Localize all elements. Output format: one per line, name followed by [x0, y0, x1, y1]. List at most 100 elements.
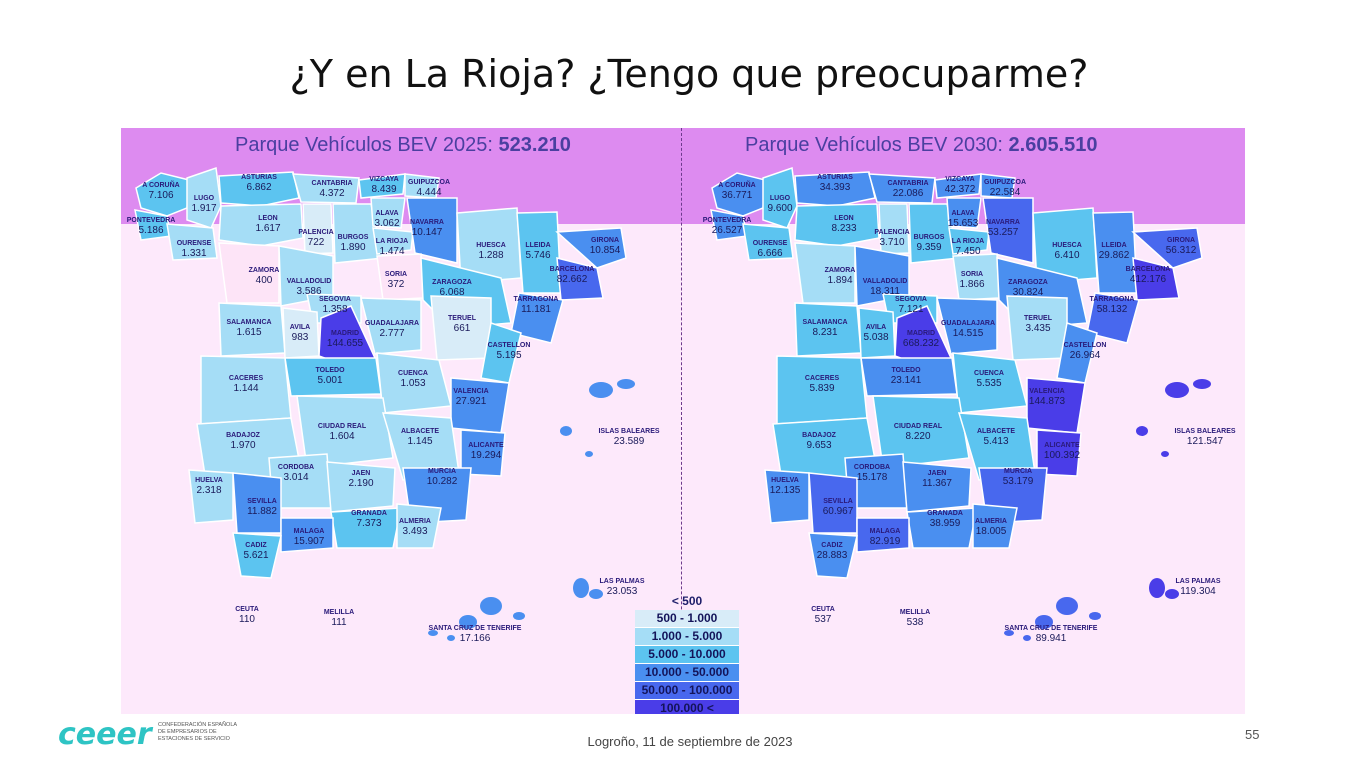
province-shape	[296, 395, 394, 469]
province-label: SANTA CRUZ DE TENERIFE 17.166	[429, 625, 522, 645]
province-value: 53.257	[987, 227, 1019, 239]
province-value: 22.584	[989, 187, 1021, 199]
province-value: 1.145	[407, 436, 433, 448]
logo-line: ESTACIONES DE SERVICIO	[158, 736, 230, 742]
province-value: 9.653	[806, 440, 832, 452]
province-label: CASTELLON 5.195	[488, 342, 531, 362]
province-shape	[166, 223, 218, 261]
province-name: GIRONA	[591, 237, 619, 244]
province-label: ALMERIA 18.005	[975, 518, 1007, 538]
island-shape	[573, 578, 589, 598]
province-value: 29.862	[1098, 250, 1130, 262]
province-name: PONTEVEDRA	[126, 217, 176, 224]
province-value: 1.604	[329, 431, 355, 443]
province-value: 5.839	[809, 383, 835, 395]
province-name: VIZCAYA	[369, 176, 399, 183]
map-title-2030: Parque Vehículos BEV 2030: 2.605.510	[745, 134, 1098, 156]
province-name: NAVARRA	[986, 219, 1020, 226]
province-shape	[326, 461, 396, 513]
province-name: ALICANTE	[1044, 442, 1080, 449]
province-name: LA RIOJA	[375, 238, 409, 245]
province-shape	[218, 203, 304, 247]
province-label: CANTABRIA 4.372	[311, 180, 352, 200]
province-label: GIRONA 56.312	[1166, 237, 1197, 257]
province-label: GIRONA 10.854	[590, 237, 621, 257]
province-name: VALENCIA	[1029, 388, 1065, 395]
province-label: ZARAGOZA 6.068	[432, 279, 472, 299]
province-value: 7.373	[356, 518, 382, 530]
province-name: LUGO	[193, 195, 215, 202]
province-value: 1.917	[191, 203, 217, 215]
island-shape	[585, 451, 593, 457]
province-name: ZARAGOZA	[432, 279, 472, 286]
province-name: BADAJOZ	[802, 432, 836, 439]
slide-title: ¿Y en La Rioja? ¿Tengo que preocuparme?	[289, 52, 1089, 96]
province-label: OURENSE 6.666	[753, 240, 788, 260]
province-value: 15.653	[947, 218, 979, 230]
province-name: SEGOVIA	[895, 296, 927, 303]
province-label: CACERES 5.839	[805, 375, 839, 395]
province-label: SEVILLA 60.967	[823, 498, 854, 518]
province-name: VIZCAYA	[945, 176, 975, 183]
province-value: 12.135	[769, 485, 801, 497]
province-label: A CORUÑA 7.106	[142, 182, 179, 202]
island-shape	[1035, 615, 1053, 629]
province-name: BURGOS	[913, 234, 945, 241]
province-shape	[946, 197, 982, 229]
province-value: 3.062	[374, 218, 400, 230]
province-label: AVILA 5.038	[863, 324, 888, 344]
province-label: ALBACETE 1.145	[401, 428, 439, 448]
province-label: LA RIOJA 1.474	[376, 238, 408, 258]
legend-item: 5.000 - 10.000	[635, 646, 739, 664]
province-name: CEUTA	[811, 606, 835, 613]
province-label: HUESCA 1.288	[476, 242, 506, 262]
province-shape	[291, 173, 360, 204]
island-shape	[447, 635, 455, 641]
province-value: 144.655	[326, 338, 364, 350]
province-name: SALAMANCA	[802, 319, 848, 326]
province-label: MALAGA 15.907	[294, 528, 325, 548]
province-name: SEVILLA	[247, 498, 277, 505]
province-value: 1.890	[340, 242, 366, 254]
province-shape	[556, 257, 604, 301]
province-name: OURENSE	[752, 240, 788, 247]
province-name: CASTELLON	[1063, 342, 1107, 349]
province-name: MALAGA	[293, 528, 325, 535]
province-value: 2.318	[196, 485, 222, 497]
province-name: LAS PALMAS	[599, 578, 645, 585]
map-2025	[134, 166, 635, 641]
province-label: CORDOBA 3.014	[278, 464, 314, 484]
province-name: BARCELONA	[549, 266, 595, 273]
province-label: GUIPUZCOA 4.444	[408, 179, 450, 199]
province-label: CANTABRIA 22.086	[887, 180, 928, 200]
province-name: HUELVA	[195, 477, 223, 484]
province-label: NAVARRA 53.257	[986, 219, 1020, 239]
province-value: 5.535	[976, 378, 1002, 390]
province-value: 18.311	[870, 286, 900, 298]
island-shape	[480, 597, 502, 615]
legend-item: 10.000 - 50.000	[635, 664, 739, 682]
province-name: CORDOBA	[277, 464, 315, 471]
province-name: CORDOBA	[853, 464, 891, 471]
province-value: 17.166	[459, 633, 491, 645]
legend-item: 100.000 <	[635, 700, 739, 714]
province-label: BARCELONA 412.176	[1126, 266, 1171, 286]
province-value: 10.854	[589, 245, 621, 257]
province-name: GUIPUZCOA	[984, 179, 1026, 186]
map-divider	[681, 128, 682, 714]
province-name: TOLEDO	[315, 367, 345, 374]
province-label: JAEN 2.190	[348, 470, 373, 490]
province-shape	[948, 227, 990, 255]
province-label: TOLEDO 23.141	[891, 367, 922, 387]
province-shape	[188, 469, 234, 524]
province-label: MALAGA 82.919	[870, 528, 901, 548]
province-value: 11.367	[922, 478, 952, 490]
province-value: 2.190	[348, 478, 374, 490]
province-value: 58.132	[1096, 304, 1128, 316]
province-value: 412.176	[1129, 274, 1167, 286]
province-name: GUADALAJARA	[364, 320, 420, 327]
province-shape	[218, 242, 280, 304]
province-value: 82.919	[869, 536, 901, 548]
province-label: BARCELONA 82.662	[550, 266, 595, 286]
province-name: CADIZ	[245, 542, 267, 549]
